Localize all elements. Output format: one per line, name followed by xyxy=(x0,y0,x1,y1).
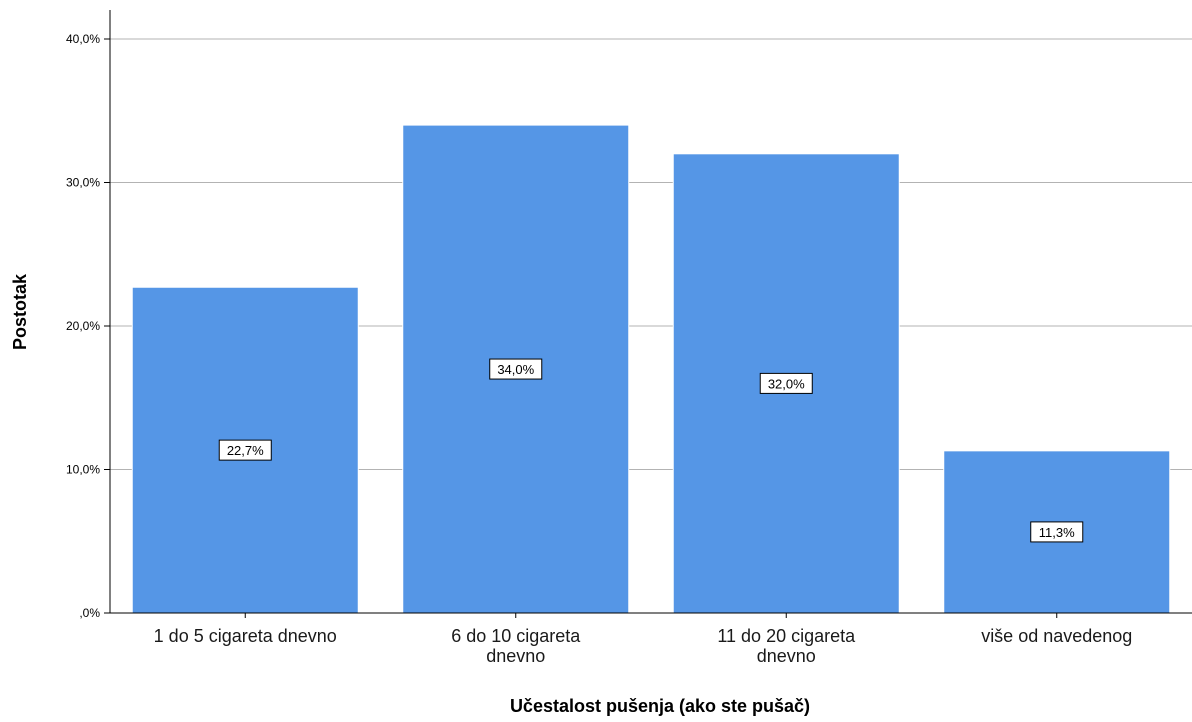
y-tick-labels: ,0% 10,0% 20,0% 30,0% 40,0% xyxy=(66,32,110,620)
data-label: 22,7% xyxy=(227,443,264,458)
x-category-label: dnevno xyxy=(486,646,545,666)
x-category-label: 1 do 5 cigareta dnevno xyxy=(154,626,337,646)
y-axis-title: Postotak xyxy=(10,273,30,350)
data-label-box xyxy=(489,358,543,380)
x-category-label: dnevno xyxy=(757,646,816,666)
bars xyxy=(131,124,1171,614)
data-label-box xyxy=(218,439,272,461)
y-tick-label: ,0% xyxy=(79,606,100,620)
y-tick-label: 20,0% xyxy=(66,319,100,333)
axes xyxy=(109,10,1192,614)
x-category-label: 6 do 10 cigareta xyxy=(451,626,581,646)
data-label: 32,0% xyxy=(768,376,805,391)
x-category-label: više od navedenog xyxy=(981,626,1132,646)
y-tick-label: 40,0% xyxy=(66,32,100,46)
data-labels: 22,7% 34,0% 32,0% 11,3% xyxy=(218,358,1084,543)
x-category-labels: 1 do 5 cigareta dnevno 6 do 10 cigaretadn… xyxy=(154,613,1132,666)
y-tick-label: 10,0% xyxy=(66,463,100,477)
y-tick-label: 30,0% xyxy=(66,176,100,190)
data-label: 34,0% xyxy=(497,362,534,377)
data-label-box xyxy=(759,372,813,394)
data-label-box xyxy=(1030,521,1084,543)
data-label: 11,3% xyxy=(1039,525,1075,540)
x-category-label: 11 do 20 cigareta xyxy=(717,626,856,646)
x-axis-title: Učestalost pušenja (ako ste pušač) xyxy=(510,696,810,716)
